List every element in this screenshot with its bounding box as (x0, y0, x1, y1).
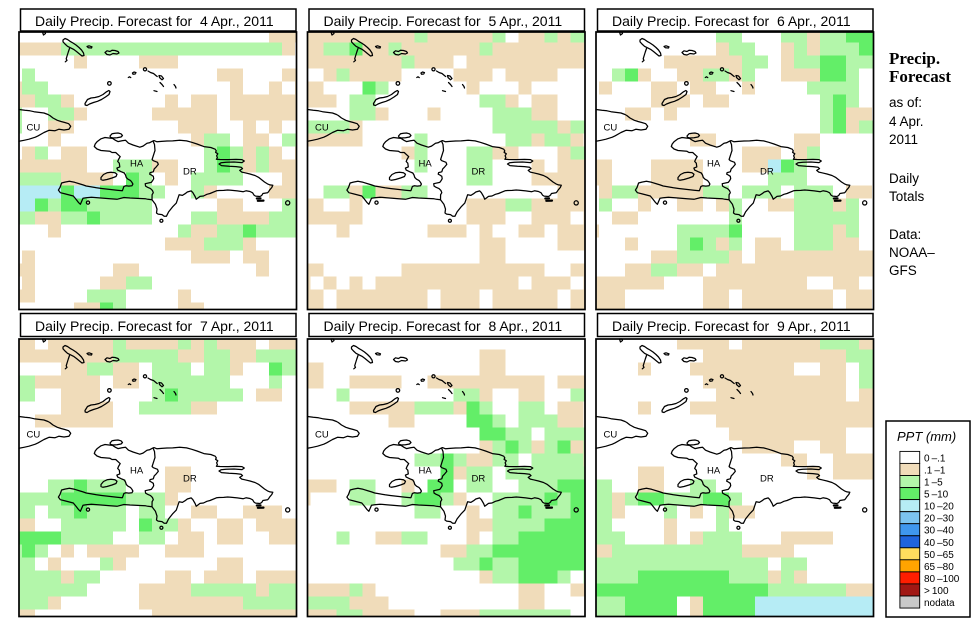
svg-text:CU: CU (315, 430, 329, 441)
svg-text:5 –10: 5 –10 (924, 490, 949, 501)
svg-text:40 –50: 40 –50 (924, 538, 954, 549)
svg-text:0 –.1: 0 –.1 (924, 453, 946, 464)
svg-text:DR: DR (472, 474, 486, 485)
svg-text:GFS: GFS (889, 263, 917, 278)
svg-text:CU: CU (604, 123, 618, 134)
svg-text:65 –80: 65 –80 (924, 562, 954, 573)
svg-text:DR: DR (472, 167, 486, 178)
svg-text:HA: HA (707, 466, 721, 477)
svg-text:DR: DR (760, 474, 774, 485)
svg-text:CU: CU (604, 430, 618, 441)
svg-text:Daily Precip. Forecast for 6: Daily Precip. Forecast for 6 Apr., 2011 (612, 13, 851, 29)
svg-text:PPT (mm): PPT (mm) (897, 429, 956, 444)
svg-text:50 –65: 50 –65 (924, 550, 954, 561)
svg-text:Precip.: Precip. (889, 49, 940, 68)
svg-text:10 –20: 10 –20 (924, 502, 954, 513)
svg-text:CU: CU (27, 430, 41, 441)
svg-text:DR: DR (183, 167, 197, 178)
svg-text:Daily Precip. Forecast for 9: Daily Precip. Forecast for 9 Apr., 2011 (612, 318, 851, 334)
svg-text:> 100: > 100 (924, 586, 949, 597)
svg-text:HA: HA (707, 159, 721, 170)
svg-text:HA: HA (130, 466, 144, 477)
svg-text:DR: DR (760, 167, 774, 178)
svg-text:NOAA–: NOAA– (889, 245, 935, 260)
svg-text:Daily: Daily (889, 171, 919, 186)
svg-text:Forecast: Forecast (889, 67, 951, 86)
svg-text:2011: 2011 (889, 132, 918, 147)
svg-text:as of:: as of: (889, 95, 922, 110)
svg-text:Daily Precip. Forecast for 4: Daily Precip. Forecast for 4 Apr., 2011 (35, 13, 274, 29)
svg-text:20 –30: 20 –30 (924, 514, 954, 525)
svg-text:.1 –1: .1 –1 (924, 465, 946, 476)
svg-text:HA: HA (130, 159, 144, 170)
svg-text:80 –100: 80 –100 (924, 574, 960, 585)
svg-text:Daily Precip. Forecast for 7: Daily Precip. Forecast for 7 Apr., 2011 (35, 318, 274, 334)
svg-text:CU: CU (315, 123, 329, 134)
svg-text:Data:: Data: (889, 227, 921, 242)
svg-text:30 –40: 30 –40 (924, 526, 954, 537)
svg-text:HA: HA (419, 466, 433, 477)
svg-text:Totals: Totals (889, 189, 925, 204)
svg-text:1 –5: 1 –5 (924, 478, 943, 489)
svg-text:4 Apr.: 4 Apr. (889, 114, 924, 129)
svg-text:Daily Precip. Forecast for 8: Daily Precip. Forecast for 8 Apr., 2011 (324, 318, 563, 334)
svg-text:DR: DR (183, 474, 197, 485)
svg-text:Daily Precip. Forecast for 5: Daily Precip. Forecast for 5 Apr., 2011 (324, 13, 563, 29)
svg-text:nodata: nodata (924, 598, 955, 609)
svg-text:HA: HA (419, 159, 433, 170)
svg-text:CU: CU (27, 123, 41, 134)
